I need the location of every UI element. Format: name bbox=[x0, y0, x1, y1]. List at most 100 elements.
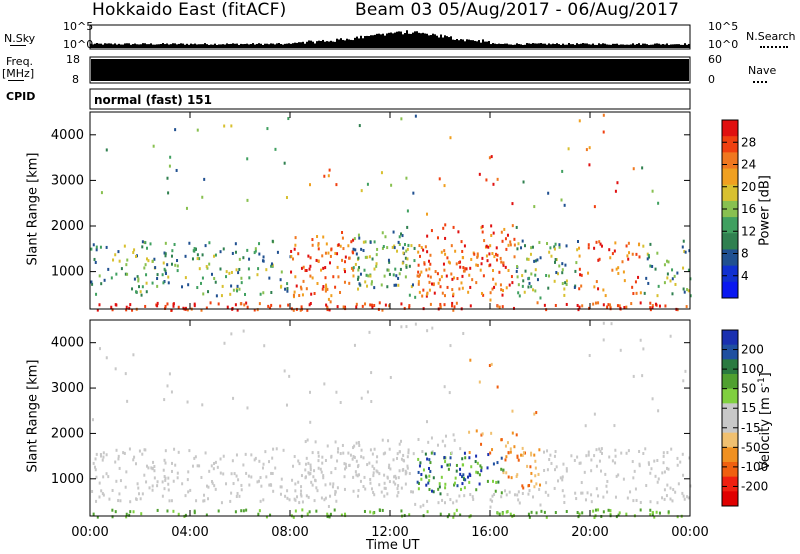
radar-cell bbox=[268, 483, 271, 487]
radar-cell bbox=[339, 400, 342, 404]
radar-cell bbox=[654, 267, 657, 271]
radar-cell bbox=[389, 375, 392, 379]
radar-cell bbox=[656, 294, 659, 298]
radar-cell bbox=[167, 476, 170, 480]
radar-cell bbox=[164, 254, 167, 258]
nsky-bar bbox=[384, 35, 386, 48]
radar-cell bbox=[138, 449, 141, 453]
radar-cell bbox=[316, 235, 319, 239]
radar-cell bbox=[548, 458, 551, 462]
radar-cell bbox=[125, 263, 128, 267]
radar-cell bbox=[669, 486, 672, 490]
radar-cell bbox=[583, 470, 586, 474]
radar-cell bbox=[625, 451, 628, 455]
radar-cell bbox=[594, 508, 597, 512]
radar-cell bbox=[429, 469, 432, 473]
radar-cell bbox=[412, 191, 415, 195]
radar-cell bbox=[315, 486, 318, 490]
radar-cell bbox=[553, 245, 556, 249]
nsky-bar bbox=[560, 44, 562, 48]
radar-cell bbox=[177, 305, 180, 309]
radar-cell bbox=[451, 301, 454, 305]
nsky-bar bbox=[648, 44, 650, 48]
radar-cell bbox=[174, 128, 177, 132]
radar-cell bbox=[358, 473, 361, 477]
radar-cell bbox=[337, 275, 340, 279]
radar-cell bbox=[447, 260, 450, 264]
radar-cell bbox=[326, 515, 329, 519]
radar-cell bbox=[294, 243, 297, 247]
radar-cell bbox=[417, 263, 420, 267]
radar-cell bbox=[400, 302, 403, 306]
nsky-bar bbox=[430, 35, 432, 48]
nsky-bar bbox=[444, 35, 446, 48]
radar-cell bbox=[172, 302, 175, 306]
radar-cell bbox=[200, 281, 203, 285]
colorbar-tick-label: 28 bbox=[741, 135, 756, 149]
radar-cell bbox=[330, 454, 333, 458]
colorbar-swatch bbox=[722, 330, 738, 346]
radar-cell bbox=[253, 308, 256, 312]
radar-cell bbox=[248, 276, 251, 280]
freq-label: Freq. bbox=[6, 55, 34, 68]
nsky-bar bbox=[140, 44, 142, 48]
radar-cell bbox=[404, 275, 407, 279]
radar-cell bbox=[505, 247, 508, 251]
radar-cell bbox=[369, 240, 372, 244]
radar-cell bbox=[681, 245, 684, 249]
nsky-bar bbox=[190, 43, 192, 48]
radar-cell bbox=[299, 308, 302, 312]
nsky-bar bbox=[498, 43, 500, 48]
radar-cell bbox=[170, 461, 173, 465]
radar-cell bbox=[336, 450, 339, 454]
radar-cell bbox=[428, 488, 431, 492]
radar-cell bbox=[257, 267, 260, 271]
radar-cell bbox=[554, 511, 557, 515]
radar-cell bbox=[489, 244, 492, 248]
colorbar-tick-label: 200 bbox=[741, 343, 764, 357]
radar-cell bbox=[210, 272, 213, 276]
radar-cell bbox=[442, 226, 445, 230]
radar-cell bbox=[222, 247, 225, 251]
radar-cell bbox=[543, 468, 546, 472]
radar-cell bbox=[530, 272, 533, 276]
radar-cell bbox=[443, 268, 446, 272]
radar-cell bbox=[574, 269, 577, 273]
radar-cell bbox=[553, 279, 556, 283]
radar-cell bbox=[510, 275, 513, 279]
nsky-trace bbox=[90, 30, 690, 48]
nsky-bar bbox=[410, 33, 412, 48]
radar-cell bbox=[664, 304, 667, 308]
radar-cell bbox=[663, 263, 666, 267]
radar-cell bbox=[170, 308, 173, 312]
nsky-bar bbox=[402, 34, 404, 48]
radar-cell bbox=[365, 273, 368, 277]
radar-cell bbox=[565, 279, 568, 283]
radar-cell bbox=[490, 155, 493, 159]
velocity-scatter bbox=[91, 321, 692, 519]
radar-cell bbox=[616, 304, 619, 308]
radar-cell bbox=[642, 347, 645, 351]
radar-cell bbox=[172, 304, 175, 308]
radar-cell bbox=[458, 494, 461, 498]
radar-cell bbox=[141, 245, 144, 249]
radar-cell bbox=[515, 474, 518, 478]
nsky-bar bbox=[390, 32, 392, 48]
radar-cell bbox=[373, 467, 376, 471]
radar-cell bbox=[98, 495, 101, 499]
radar-cell bbox=[452, 515, 455, 519]
radar-cell bbox=[164, 461, 167, 465]
radar-cell bbox=[509, 447, 512, 451]
radar-cell bbox=[651, 304, 654, 308]
radar-cell bbox=[453, 512, 456, 516]
radar-cell bbox=[290, 270, 293, 274]
radar-cell bbox=[300, 485, 303, 489]
radar-cell bbox=[369, 477, 372, 481]
radar-cell bbox=[90, 247, 93, 251]
radar-cell bbox=[602, 113, 605, 117]
nsky-bar bbox=[574, 44, 576, 48]
radar-cell bbox=[539, 503, 542, 507]
radar-cell bbox=[184, 306, 187, 310]
velocity-ylabel: Slant Range [km] bbox=[25, 359, 41, 473]
radar-cell bbox=[468, 273, 471, 277]
